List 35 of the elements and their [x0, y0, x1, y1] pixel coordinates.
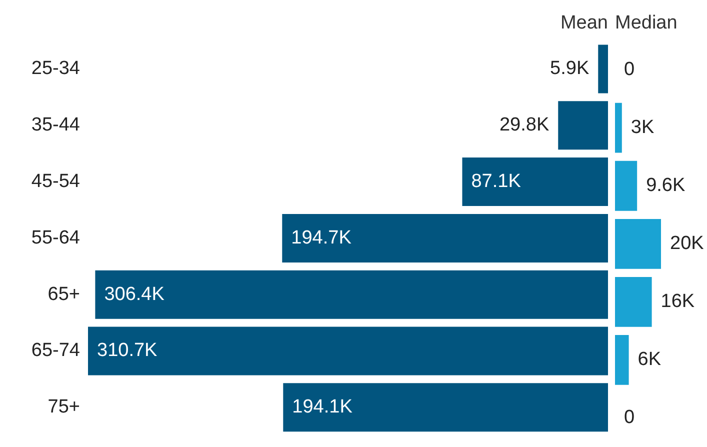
data-label: 0	[624, 407, 635, 428]
data-label: 0	[624, 59, 635, 80]
bar	[283, 383, 608, 432]
data-label: 306.4K	[104, 284, 165, 305]
data-label: 194.1K	[292, 396, 353, 418]
y-tick-label: 45-54	[31, 171, 80, 192]
bar	[615, 276, 652, 327]
bar	[615, 160, 638, 211]
data-label: 6K	[638, 349, 662, 370]
bar	[88, 326, 608, 376]
data-label: 87.1K	[471, 171, 522, 192]
bar	[558, 101, 608, 150]
data-label: 20K	[670, 233, 704, 254]
y-tick-label: 35-44	[31, 114, 80, 136]
y-tick-label: 25-34	[31, 58, 80, 80]
bar	[615, 218, 661, 269]
data-label: 310.7K	[97, 340, 158, 362]
bar	[615, 102, 622, 153]
y-tick-label: 65+	[48, 284, 80, 305]
chart-title: Mean	[560, 12, 608, 34]
data-label: 29.8K	[499, 114, 550, 136]
data-label: 5.9K	[550, 58, 590, 80]
data-label: 3K	[630, 117, 654, 138]
bar	[615, 335, 629, 385]
bar	[282, 214, 608, 262]
bar	[95, 270, 608, 319]
bar	[598, 44, 608, 94]
bar	[462, 158, 608, 206]
y-tick-label: 75+	[48, 396, 80, 418]
y-tick-label: 65-74	[31, 340, 80, 362]
y-tick-label: 55-64	[31, 227, 80, 248]
data-label: 194.7K	[291, 227, 352, 248]
data-label: 16K	[660, 291, 695, 312]
data-label: 9.6K	[646, 175, 686, 196]
chart-title: Median	[615, 12, 678, 34]
